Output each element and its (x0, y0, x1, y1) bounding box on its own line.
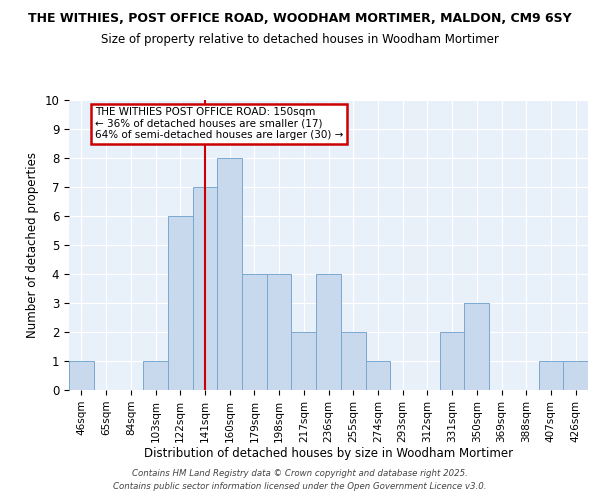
Text: Contains public sector information licensed under the Open Government Licence v3: Contains public sector information licen… (113, 482, 487, 491)
Text: Contains HM Land Registry data © Crown copyright and database right 2025.: Contains HM Land Registry data © Crown c… (132, 468, 468, 477)
Bar (539, 361, 563, 390)
Bar (316, 274, 341, 390)
Bar (563, 361, 588, 390)
Bar (69, 361, 94, 390)
Bar (168, 216, 193, 390)
X-axis label: Distribution of detached houses by size in Woodham Mortimer: Distribution of detached houses by size … (144, 448, 513, 460)
Bar (193, 187, 217, 390)
Bar (267, 274, 292, 390)
Bar (464, 303, 489, 390)
Text: Size of property relative to detached houses in Woodham Mortimer: Size of property relative to detached ho… (101, 32, 499, 46)
Bar (292, 332, 316, 390)
Bar (440, 332, 464, 390)
Bar (242, 274, 267, 390)
Text: THE WITHIES POST OFFICE ROAD: 150sqm
← 36% of detached houses are smaller (17)
6: THE WITHIES POST OFFICE ROAD: 150sqm ← 3… (95, 108, 343, 140)
Bar (365, 361, 390, 390)
Text: THE WITHIES, POST OFFICE ROAD, WOODHAM MORTIMER, MALDON, CM9 6SY: THE WITHIES, POST OFFICE ROAD, WOODHAM M… (28, 12, 572, 26)
Bar (217, 158, 242, 390)
Bar (341, 332, 365, 390)
Y-axis label: Number of detached properties: Number of detached properties (26, 152, 39, 338)
Bar (143, 361, 168, 390)
